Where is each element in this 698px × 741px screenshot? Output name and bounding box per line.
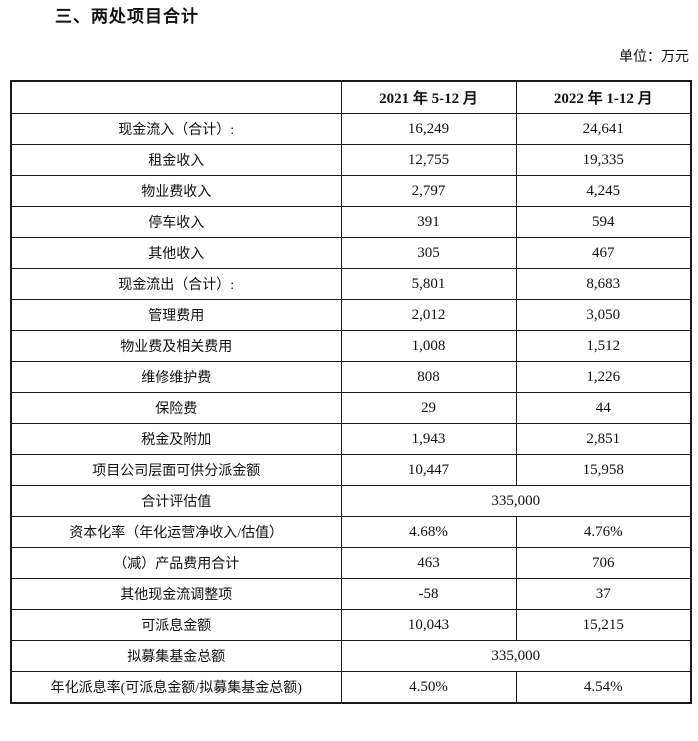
row-label: 租金收入	[10, 144, 342, 176]
table-row: 租金收入 12,755 19,335	[10, 144, 692, 176]
value-2021: 1,943	[340, 423, 517, 455]
table-row: 停车收入 391 594	[10, 206, 692, 238]
value-2021: -58	[340, 578, 517, 610]
value-2021: 4.68%	[340, 516, 517, 548]
table-row-merged: 合计评估值 335,000	[10, 485, 692, 517]
table-row: 管理费用 2,012 3,050	[10, 299, 692, 331]
value-2021: 808	[340, 361, 517, 393]
value-2022: 706	[515, 547, 692, 579]
value-2022: 8,683	[515, 268, 692, 300]
table-row: 现金流出（合计）: 5,801 8,683	[10, 268, 692, 300]
value-2022: 2,851	[515, 423, 692, 455]
row-label: 现金流入（合计）:	[10, 113, 342, 145]
table-row: 项目公司层面可供分派金额 10,447 15,958	[10, 454, 692, 486]
value-2022: 4.76%	[515, 516, 692, 548]
row-label: 项目公司层面可供分派金额	[10, 454, 342, 486]
row-label: 物业费及相关费用	[10, 330, 342, 362]
value-2021: 4.50%	[340, 671, 517, 704]
row-label: （减）产品费用合计	[10, 547, 342, 579]
table-row: 物业费及相关费用 1,008 1,512	[10, 330, 692, 362]
row-label: 管理费用	[10, 299, 342, 331]
value-2021: 5,801	[340, 268, 517, 300]
value-2022: 3,050	[515, 299, 692, 331]
col-header-2021: 2021 年 5-12 月	[340, 80, 517, 114]
page-title: 三、两处项目合计	[55, 7, 199, 26]
value-2021: 16,249	[340, 113, 517, 145]
value-2022: 1,512	[515, 330, 692, 362]
table-row: 其他收入 305 467	[10, 237, 692, 269]
value-2022: 19,335	[515, 144, 692, 176]
table-row: 维修维护费 808 1,226	[10, 361, 692, 393]
table-row: 可派息金额 10,043 15,215	[10, 609, 692, 641]
col-header-empty	[10, 80, 342, 114]
row-label: 税金及附加	[10, 423, 342, 455]
value-2021: 305	[340, 237, 517, 269]
value-2022: 594	[515, 206, 692, 238]
value-2022: 24,641	[515, 113, 692, 145]
row-label: 保险费	[10, 392, 342, 424]
row-label: 停车收入	[10, 206, 342, 238]
table-row: 现金流入（合计）: 16,249 24,641	[10, 113, 692, 145]
value-2021: 12,755	[340, 144, 517, 176]
unit-label: 单位：万元	[619, 50, 689, 65]
merged-value: 335,000	[340, 485, 692, 517]
col-header-2022: 2022 年 1-12 月	[515, 80, 692, 114]
value-2022: 467	[515, 237, 692, 269]
row-label: 其他现金流调整项	[10, 578, 342, 610]
value-2021: 10,043	[340, 609, 517, 641]
financial-summary-table: 2021 年 5-12 月 2022 年 1-12 月 现金流入（合计）: 16…	[10, 80, 692, 704]
value-2021: 2,012	[340, 299, 517, 331]
value-2021: 10,447	[340, 454, 517, 486]
row-label: 可派息金额	[10, 609, 342, 641]
row-label: 年化派息率(可派息金额/拟募集基金总额)	[10, 671, 342, 704]
value-2021: 29	[340, 392, 517, 424]
table-row: 年化派息率(可派息金额/拟募集基金总额) 4.50% 4.54%	[10, 671, 692, 704]
value-2022: 44	[515, 392, 692, 424]
value-2021: 1,008	[340, 330, 517, 362]
table-row: 资本化率（年化运营净收入/估值） 4.68% 4.76%	[10, 516, 692, 548]
row-label: 现金流出（合计）:	[10, 268, 342, 300]
value-2021: 463	[340, 547, 517, 579]
row-label: 其他收入	[10, 237, 342, 269]
row-label: 物业费收入	[10, 175, 342, 207]
table-row: 物业费收入 2,797 4,245	[10, 175, 692, 207]
table-row: 保险费 29 44	[10, 392, 692, 424]
row-label: 资本化率（年化运营净收入/估值）	[10, 516, 342, 548]
row-label: 拟募集基金总额	[10, 640, 342, 672]
row-label: 维修维护费	[10, 361, 342, 393]
value-2022: 15,215	[515, 609, 692, 641]
value-2022: 1,226	[515, 361, 692, 393]
value-2022: 4.54%	[515, 671, 692, 704]
header-row: 2021 年 5-12 月 2022 年 1-12 月	[10, 80, 692, 114]
value-2022: 15,958	[515, 454, 692, 486]
table-row-merged: 拟募集基金总额 335,000	[10, 640, 692, 672]
table-row: 其他现金流调整项 -58 37	[10, 578, 692, 610]
merged-value: 335,000	[340, 640, 692, 672]
table-row: 税金及附加 1,943 2,851	[10, 423, 692, 455]
value-2021: 2,797	[340, 175, 517, 207]
value-2021: 391	[340, 206, 517, 238]
table-row: （减）产品费用合计 463 706	[10, 547, 692, 579]
value-2022: 37	[515, 578, 692, 610]
row-label: 合计评估值	[10, 485, 342, 517]
value-2022: 4,245	[515, 175, 692, 207]
